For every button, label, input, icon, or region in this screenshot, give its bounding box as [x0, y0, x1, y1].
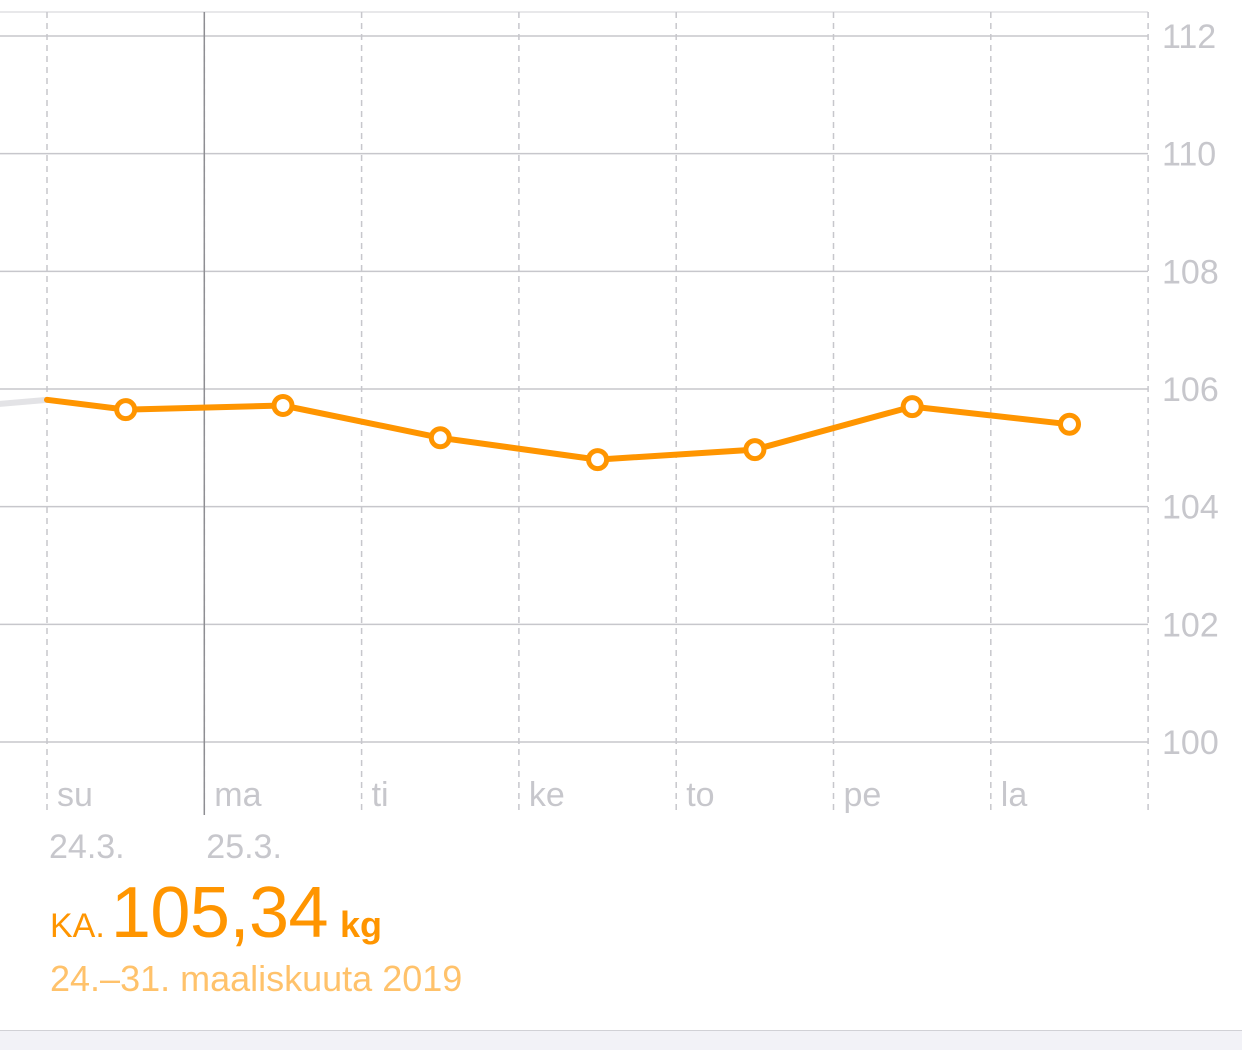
x-date-label: 24.3.: [49, 828, 125, 866]
x-day-label: su: [57, 776, 93, 814]
average-unit: kg: [340, 904, 383, 945]
data-point: [743, 438, 767, 462]
footer-divider: [0, 1030, 1242, 1031]
x-axis-labels: su ma ti ke to pe la 24.3. 25.3.: [49, 776, 1027, 866]
data-point: [428, 426, 452, 450]
y-tick-label: 102: [1162, 606, 1219, 644]
weight-series: [0, 394, 1081, 472]
data-point: [900, 395, 924, 419]
data-point: [1058, 412, 1081, 436]
x-day-label: ma: [214, 776, 261, 814]
y-axis-ticks: 112 110 108 106 104 102 100: [1162, 18, 1219, 762]
y-tick-label: 108: [1162, 253, 1219, 291]
y-tick-label: 110: [1162, 136, 1216, 174]
weight-line-chart[interactable]: 112 110 108 106 104 102 100 su ma ti ke to pe la 24.3…: [0, 0, 1242, 870]
y-tick-label: 104: [1162, 489, 1219, 527]
footer-area: [0, 1031, 1242, 1050]
data-point: [271, 394, 295, 417]
average-row: KA. 105,34 kg: [50, 872, 1190, 953]
average-value: 105,34: [110, 873, 329, 953]
y-tick-label: 100: [1162, 724, 1219, 762]
x-day-label: pe: [844, 776, 882, 814]
average-label: KA.: [50, 907, 105, 945]
data-point: [586, 448, 610, 472]
average-summary: KA. 105,34 kg 24.–31. maaliskuuta 2019: [50, 872, 1190, 1000]
x-day-label: to: [686, 776, 714, 814]
previous-period-line: [0, 396, 50, 407]
x-day-label: ti: [372, 776, 389, 814]
x-day-label: la: [1001, 776, 1028, 814]
x-date-label: 25.3.: [206, 828, 282, 866]
x-day-label: ke: [529, 776, 565, 814]
y-tick-label: 112: [1162, 18, 1216, 56]
weight-line: [44, 396, 1073, 463]
y-tick-label: 106: [1162, 371, 1219, 409]
date-range: 24.–31. maaliskuuta 2019: [50, 958, 463, 999]
data-point: [114, 398, 138, 422]
